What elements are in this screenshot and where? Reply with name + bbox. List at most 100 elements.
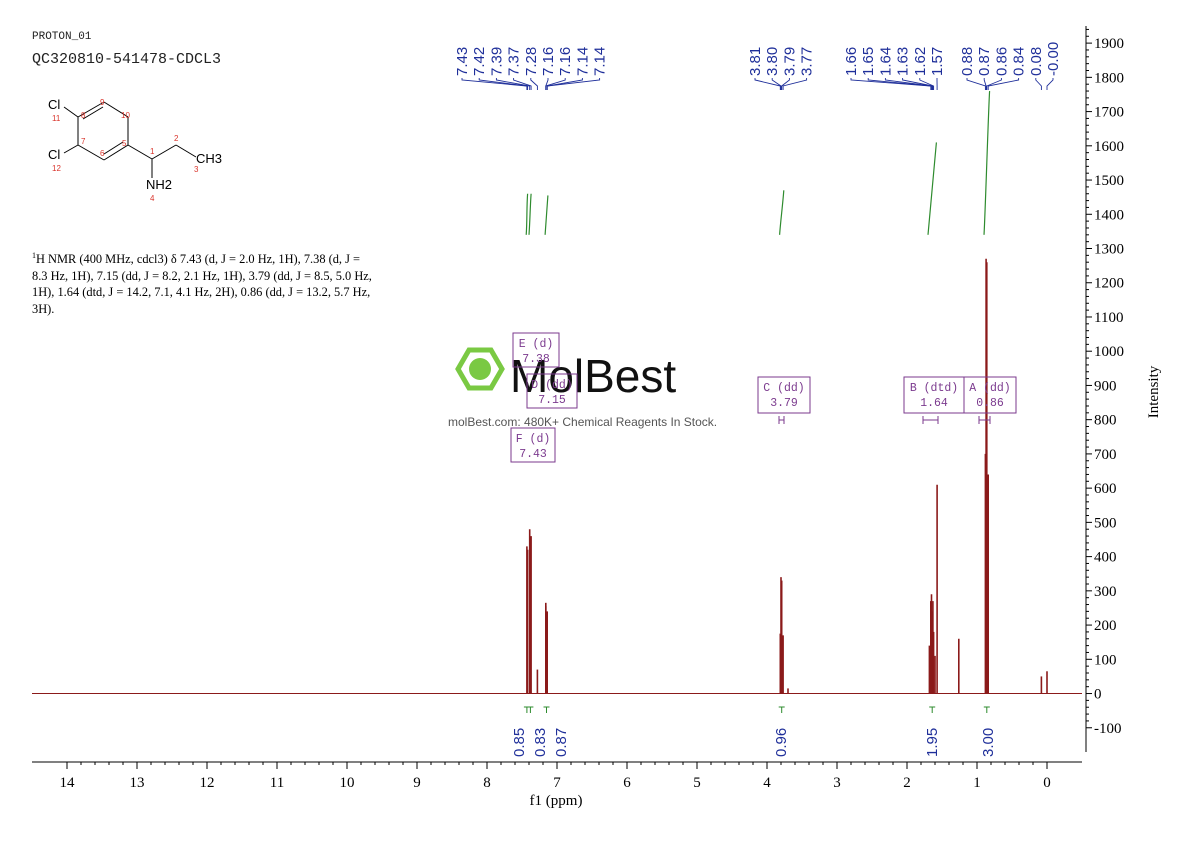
- peak-label-connector: [495, 78, 531, 90]
- x-tick-label: 5: [693, 775, 701, 791]
- multiplet-box: [512, 332, 560, 368]
- integral-bracket: [527, 706, 534, 713]
- y-tick-label: 800: [1094, 413, 1117, 429]
- integral-curve: [544, 195, 549, 235]
- peak-label-connector: [867, 78, 932, 90]
- peak-label-connector: [902, 78, 934, 90]
- peak-label: 7.39: [488, 47, 505, 76]
- peak-label-connector: [919, 78, 935, 90]
- x-tick-label: 0: [1043, 775, 1051, 791]
- molbest-logo-icon: [455, 347, 505, 391]
- integral-bracket: [523, 706, 530, 713]
- peak-label: 7.16: [557, 47, 574, 76]
- peak-label: 0.08: [1028, 47, 1045, 76]
- y-tick-label: 500: [1094, 515, 1117, 531]
- x-tick-label: 6: [623, 775, 631, 791]
- molbest-watermark: MolBest molBest.com: 480K+ Chemical Reag…: [448, 347, 717, 429]
- y-tick-label: 300: [1094, 584, 1117, 600]
- x-tick-label: 1: [973, 775, 981, 791]
- peak-label-connector: [513, 78, 532, 90]
- multiplet-shift: 7.38: [522, 353, 550, 366]
- multiplet-label: A (dd): [969, 382, 1010, 395]
- atom-nh2: NH2: [146, 177, 172, 192]
- multiplet-label: E (d): [519, 338, 554, 351]
- multiplet-box: [757, 376, 811, 414]
- y-tick-label: 600: [1094, 481, 1117, 497]
- integral-curve: [927, 142, 937, 235]
- y-tick-label: 1500: [1094, 173, 1124, 189]
- x-tick-label: 8: [483, 775, 491, 791]
- atom-number-1: 1: [150, 147, 155, 156]
- multiplet-box: [526, 373, 578, 409]
- chart-axes: 14 13 12 11 10 9 8 7 6 5 4 3 2 1 0-1000100200300400500…: [32, 26, 1124, 791]
- peak-label: 0.84: [1011, 47, 1028, 76]
- peak-label-connector: [530, 78, 538, 90]
- peak-label: 7.43: [454, 47, 471, 76]
- peak-label: 3.79: [781, 47, 798, 76]
- molecule-structure: [63, 101, 197, 178]
- peak-label-connector: [1035, 78, 1042, 90]
- x-tick-label: 9: [413, 775, 421, 791]
- y-tick-label: 1200: [1094, 276, 1124, 292]
- sample-id: QC320810-541478-CDCL3: [32, 51, 222, 68]
- watermark-tagline: molBest.com: 480K+ Chemical Reagents In …: [448, 415, 717, 429]
- integral-values: 0.85 0.83 0.87 0.96 1.95 3.00: [511, 706, 997, 757]
- atom-number-9: 9: [100, 98, 105, 107]
- peak-label: 7.37: [506, 47, 523, 76]
- integral-curve: [528, 193, 532, 235]
- atom-number-2: 2: [174, 134, 179, 143]
- peak-label-connector: [545, 78, 566, 90]
- x-tick-label: 12: [200, 775, 215, 791]
- integral-bracket: [778, 706, 785, 713]
- peak-label: 1.62: [912, 47, 929, 76]
- x-tick-label: 13: [130, 775, 145, 791]
- multiplet-shift: 7.15: [538, 394, 566, 407]
- x-tick-label: 14: [60, 775, 76, 791]
- y-tick-label: 900: [1094, 378, 1117, 394]
- atom-cl-12: Cl: [48, 147, 60, 162]
- peak-label-connector: [966, 78, 986, 90]
- peak-label: -0.00: [1045, 42, 1062, 76]
- nucleus-superscript: 1: [32, 251, 36, 260]
- atom-number-6: 6: [100, 149, 105, 158]
- atom-ch3: CH3: [196, 151, 222, 166]
- peak-label-connector: [850, 78, 932, 90]
- nmr-description-text: H NMR (400 MHz, cdcl3) δ 7.43 (d, J = 2.…: [32, 252, 372, 316]
- peak-label: 1.63: [895, 47, 912, 76]
- peak-label: 7.42: [471, 47, 488, 76]
- peak-label: 7.16: [540, 47, 557, 76]
- multiplet-box: [510, 427, 556, 463]
- integral-value: 1.95: [924, 728, 941, 757]
- integral-bracket: [983, 706, 990, 713]
- integral-curve: [779, 190, 785, 235]
- multiplet-boxes: E (d) 7.38 D (dd) 7.15 F (d) 7.43 C (dd) 3.79 B …: [510, 332, 1017, 463]
- multiplet-shift: 3.79: [770, 397, 798, 410]
- x-tick-label: 2: [903, 775, 911, 791]
- peak-label-connector: [884, 78, 933, 90]
- peak-label: 7.14: [592, 47, 609, 76]
- x-tick-label: 7: [553, 775, 561, 791]
- peak-label: 1.65: [860, 47, 877, 76]
- multiplet-range: [778, 416, 785, 424]
- peak-label-connector: [1046, 78, 1054, 90]
- watermark-brand: MolBest: [510, 350, 676, 402]
- atom-number-8: 8: [81, 111, 86, 120]
- x-tick-label: 10: [340, 775, 355, 791]
- atom-number-12: 12: [52, 164, 61, 173]
- integral-curve: [525, 193, 529, 235]
- y-tick-label: 1900: [1094, 36, 1124, 52]
- peak-label-connector: [546, 78, 601, 90]
- y-tick-label: 1100: [1094, 310, 1123, 326]
- atom-number-11: 11: [52, 114, 61, 123]
- peak-label-connector: [983, 78, 987, 90]
- multiplet-range: [922, 416, 939, 424]
- x-axis-label: f1 (ppm): [530, 793, 583, 809]
- integral-value: 0.96: [773, 728, 790, 757]
- peak-label-connector: [771, 78, 782, 90]
- atom-number-10: 10: [121, 111, 130, 120]
- y-tick-label: 700: [1094, 447, 1117, 463]
- peak-label: 1.64: [877, 47, 894, 76]
- peak-label-connector: [478, 78, 529, 90]
- integral-curves: [525, 90, 991, 235]
- peak-label-connector: [986, 78, 1002, 90]
